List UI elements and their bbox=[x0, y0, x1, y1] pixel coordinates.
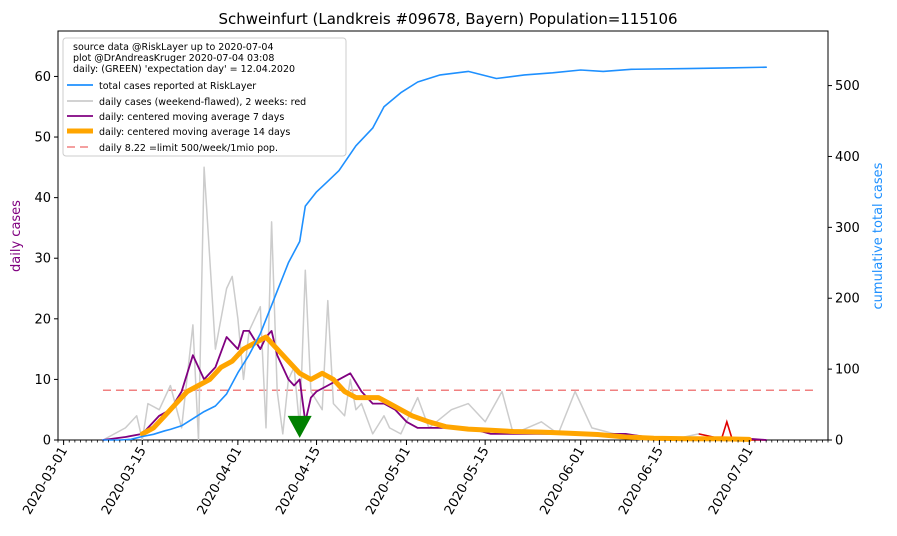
x-tick-label: 2020-06-01 bbox=[537, 445, 588, 518]
marker-layer bbox=[287, 415, 312, 438]
x-tick-label: 2020-05-15 bbox=[442, 445, 493, 518]
daily-cases-recent-spike bbox=[720, 419, 734, 441]
legend-label-ma7: daily: centered moving average 7 days bbox=[99, 112, 284, 123]
x-tick-label: 2020-07-01 bbox=[706, 445, 757, 518]
expectation-day-marker bbox=[287, 415, 312, 438]
y-axis-right-label: cumulative total cases bbox=[871, 162, 886, 309]
x-tick-label: 2020-04-01 bbox=[195, 445, 246, 518]
x-tick-label: 2020-05-01 bbox=[363, 445, 414, 518]
y-tick-label-right: 0 bbox=[835, 434, 843, 449]
total-cases-line bbox=[102, 66, 768, 441]
x-tick-label: 2020-03-01 bbox=[20, 445, 71, 518]
y-tick-label-left: 20 bbox=[34, 312, 51, 327]
y-tick-label-right: 100 bbox=[835, 363, 860, 378]
legend: source data @RiskLayer up to 2020-07-04 … bbox=[62, 37, 347, 157]
y-tick-label-left: 30 bbox=[34, 252, 51, 267]
chart-title: Schweinfurt (Landkreis #09678, Bayern) P… bbox=[218, 10, 677, 28]
y-tick-label-left: 0 bbox=[43, 434, 51, 449]
y-tick-label-left: 50 bbox=[34, 131, 51, 146]
y-tick-label-right: 300 bbox=[835, 221, 860, 236]
legend-label-daily: daily cases (weekend-flawed), 2 weeks: r… bbox=[99, 97, 306, 108]
legend-label-total: total cases reported at RiskLayer bbox=[99, 81, 256, 92]
y-tick-label-left: 60 bbox=[34, 70, 51, 85]
x-tick-label: 2020-04-15 bbox=[273, 445, 324, 518]
y-axis-left-label: daily cases bbox=[9, 200, 24, 272]
y-tick-label-left: 10 bbox=[34, 373, 51, 388]
y-tick-label-right: 400 bbox=[835, 150, 860, 165]
x-tick-label: 2020-03-15 bbox=[99, 445, 150, 518]
legend-header-line: source data @RiskLayer up to 2020-07-04 bbox=[73, 42, 274, 53]
legend-header-line: plot @DrAndreasKruger 2020-07-04 03:08 bbox=[73, 53, 274, 64]
ma14-line bbox=[139, 334, 752, 442]
legend-header-line: daily: (GREEN) 'expectation day' = 12.04… bbox=[73, 64, 295, 75]
legend-label-limit: daily 8.22 =limit 500/week/1mio pop. bbox=[99, 143, 278, 154]
legend-box bbox=[62, 37, 347, 157]
y-tick-label-right: 200 bbox=[835, 292, 860, 307]
y-tick-label-left: 40 bbox=[34, 191, 51, 206]
legend-label-ma14: daily: centered moving average 14 days bbox=[99, 127, 290, 138]
y-tick-label-right: 500 bbox=[835, 79, 860, 94]
x-tick-label: 2020-06-15 bbox=[616, 445, 667, 518]
series-layer bbox=[102, 66, 768, 442]
daily-cases-line bbox=[102, 166, 767, 441]
